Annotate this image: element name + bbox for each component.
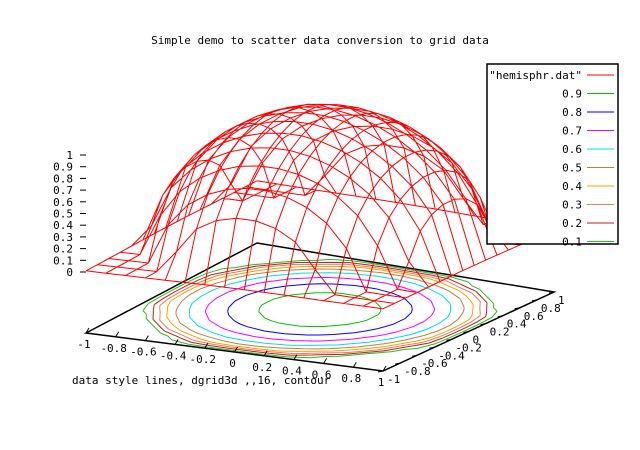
x-tick-label: 0.8 [341, 372, 361, 385]
legend-label: 0.5 [562, 162, 582, 175]
y-tick-label: 0.6 [524, 310, 544, 323]
y-tick-label: -1 [387, 373, 400, 386]
x-tick [85, 327, 90, 334]
contour-4 [175, 268, 465, 350]
x-tick-label: 0 [229, 357, 236, 370]
x-tick-label: 0.2 [252, 361, 272, 374]
legend-label: 0.8 [562, 106, 582, 119]
y-tick [412, 354, 418, 357]
y-tick [446, 338, 452, 341]
legend-label: 0.1 [562, 236, 582, 249]
y-tick-label: -0.6 [421, 357, 448, 370]
x-tick-label: 0.4 [282, 365, 302, 378]
contour-0 [258, 292, 382, 327]
x-tick-label: -0.2 [190, 353, 217, 366]
contour-5 [166, 265, 474, 352]
y-tick-label: -0.8 [404, 365, 431, 378]
z-tick-label: 0.4 [53, 219, 73, 232]
chart-title: Simple demo to scatter data conversion t… [151, 34, 489, 47]
z-tick-label: 0 [66, 266, 73, 279]
z-tick-label: 0.1 [53, 254, 73, 267]
contour-3 [188, 272, 452, 346]
legend-label: 0.7 [562, 125, 582, 138]
y-tick-label: 0 [473, 334, 480, 347]
legend-label: 0.9 [562, 88, 582, 101]
x-tick [323, 358, 328, 364]
y-tick [377, 370, 384, 373]
x-tick-label: -0.6 [130, 346, 157, 359]
y-tick [463, 331, 469, 333]
legend: "hemisphr.dat" 0.9 0.8 0.7 0.6 0.5 0.4 0.3 0.2 0.… [486, 63, 619, 249]
x-tick [174, 339, 179, 345]
y-tick-label: 1 [558, 294, 565, 307]
y-tick-label: 0.8 [541, 302, 561, 315]
x-tick [263, 350, 268, 357]
y-tick [514, 307, 520, 310]
y-tick-label: -0.2 [455, 341, 482, 354]
y-tick-label: -0.4 [438, 349, 465, 362]
x-tick-label: -0.8 [100, 342, 127, 355]
z-tick-label: 0.9 [53, 161, 73, 174]
contour-lines [142, 258, 498, 359]
x-tick [115, 331, 120, 338]
axis-ticks: -1 -0.8 -0.6 -0.4 -0.2 0 0.2 0.4 0.6 0.8 1 -1-0.8-0… [53, 149, 565, 389]
x-tick [144, 335, 149, 341]
x-tick [234, 346, 238, 353]
legend-label: 0.3 [562, 199, 582, 212]
legend-label: 0.6 [562, 143, 582, 156]
x-tick [382, 365, 387, 372]
x-tick [204, 342, 209, 349]
z-tick-label: 1 [66, 149, 73, 162]
z-tick-label: 0.3 [53, 231, 73, 244]
x-tick-label: 1 [378, 376, 385, 389]
x-tick [293, 354, 298, 360]
contour-8 [142, 258, 498, 359]
x-tick-label: -0.4 [160, 349, 187, 362]
surface-mesh [85, 103, 555, 310]
legend-label: "hemisphr.dat" [489, 69, 582, 82]
y-tick [548, 291, 555, 294]
x-tick-label: -1 [77, 338, 90, 351]
legend-label: 0.2 [562, 217, 582, 230]
x-tick [352, 361, 357, 368]
y-tick [429, 346, 435, 349]
x-tick-label: 0.6 [312, 368, 332, 381]
y-tick-label: 0.2 [490, 326, 510, 339]
z-tick-label: 0.7 [53, 184, 73, 197]
surface-wireframe [85, 103, 555, 310]
y-tick [497, 315, 503, 318]
legend-label: 0.4 [562, 180, 582, 193]
z-tick-label: 0.2 [53, 243, 73, 256]
y-tick [531, 299, 537, 302]
z-tick-label: 0.8 [53, 172, 73, 185]
y-tick [395, 362, 401, 365]
contour-2 [204, 277, 436, 342]
z-tick-label: 0.5 [53, 208, 73, 221]
y-tick [480, 323, 486, 326]
chart-annotation: data style lines, dgrid3d ,,16, contour [72, 374, 331, 387]
z-tick-label: 0.6 [53, 196, 73, 209]
contour-6 [159, 263, 481, 355]
y-tick-label: 0.4 [507, 318, 527, 331]
